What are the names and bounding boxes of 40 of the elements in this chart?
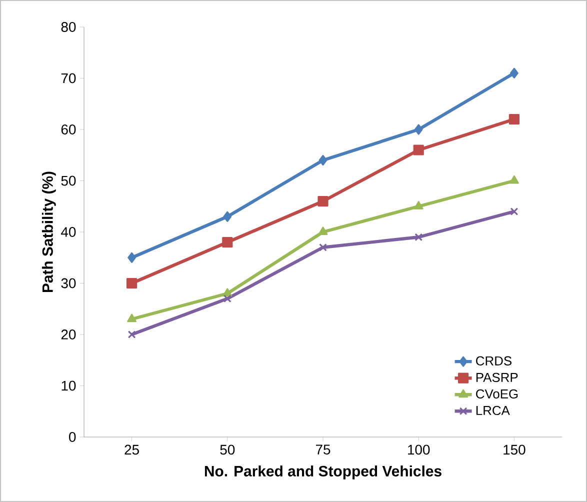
point [318, 226, 328, 236]
point [508, 114, 520, 125]
point [510, 175, 519, 184]
x-tick-label: 50 [220, 444, 235, 455]
y-tick-label: 60 [61, 124, 76, 134]
point [318, 196, 328, 207]
y-tick-label: 80 [61, 22, 76, 32]
x-tick-label: 150 [504, 444, 526, 455]
legend-label: CVoEG [476, 389, 518, 399]
x-tick-label: 100 [408, 444, 430, 455]
point [127, 314, 136, 322]
point [126, 278, 138, 289]
point [128, 252, 136, 263]
y-tick-label: 20 [61, 330, 76, 340]
point [128, 330, 136, 338]
point [414, 124, 423, 135]
legend-label: CRDS [476, 356, 512, 366]
y-tick-label: 40 [61, 227, 76, 237]
point [223, 211, 232, 222]
legend-label: PASRP [476, 372, 518, 382]
point [414, 233, 423, 242]
legend-label: LRCA [476, 406, 510, 416]
y-tick-label: 0 [69, 432, 76, 442]
x-tick-label: 75 [316, 444, 330, 455]
y-tick-label: 50 [61, 176, 76, 186]
point [222, 288, 232, 297]
point [413, 144, 424, 156]
y-axis-title: Path Satbility (%) [42, 172, 56, 292]
point [414, 201, 424, 210]
x-axis-title: No. Parked and Stopped Vehicles [204, 465, 442, 480]
point [222, 236, 233, 248]
point [318, 154, 328, 166]
point [319, 243, 327, 252]
x-tick-label: 25 [124, 444, 139, 455]
point [510, 68, 518, 78]
y-tick-label: 10 [62, 380, 76, 391]
point [510, 208, 518, 216]
point [223, 294, 232, 303]
y-tick-label: 70 [61, 73, 76, 84]
y-tick-label: 30 [61, 278, 76, 288]
